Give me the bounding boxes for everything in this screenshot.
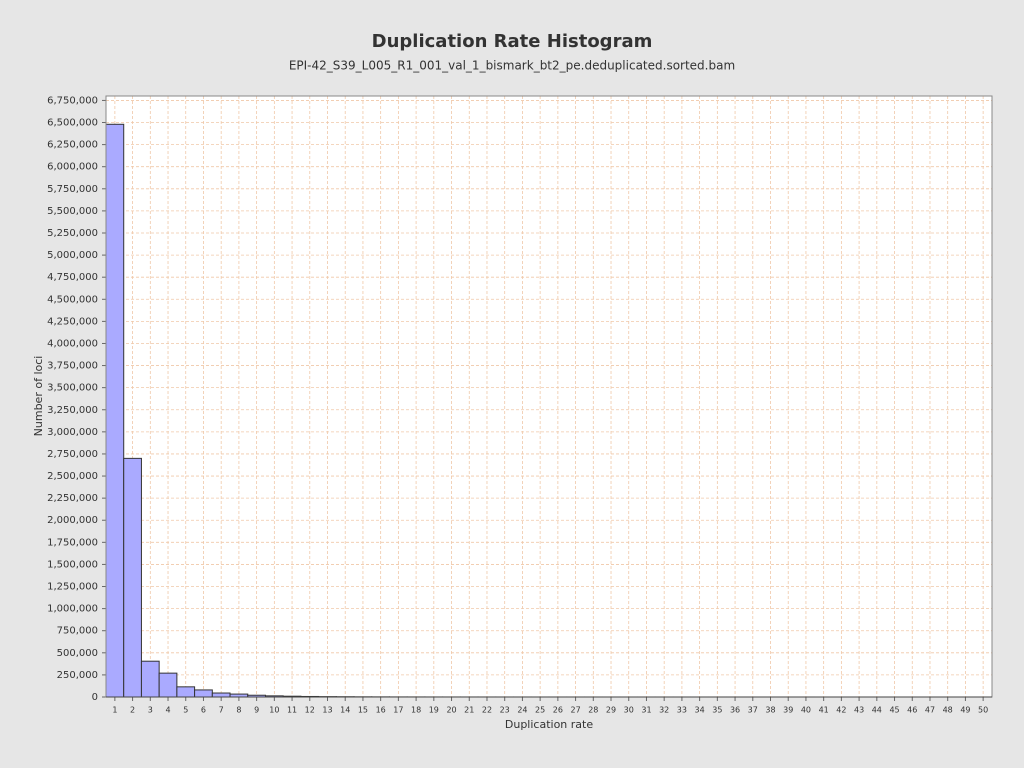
x-tick-label: 33 (677, 706, 687, 715)
y-tick-label: 1,750,000 (47, 537, 98, 548)
y-tick-label: 500,000 (57, 648, 98, 659)
x-tick-label: 1 (112, 706, 117, 715)
x-tick-label: 18 (411, 706, 421, 715)
chart-title: Duplication Rate Histogram (372, 31, 653, 52)
y-tick-label: 3,750,000 (47, 361, 98, 372)
y-tick-label: 1,000,000 (47, 604, 98, 615)
y-tick-label: 0 (92, 692, 98, 703)
x-tick-label: 31 (641, 706, 651, 715)
x-tick-label: 11 (287, 706, 297, 715)
y-tick-label: 2,500,000 (47, 471, 98, 482)
y-tick-label: 750,000 (57, 626, 98, 637)
x-tick-label: 12 (305, 706, 315, 715)
x-tick-label: 45 (889, 706, 899, 715)
bar (158, 672, 178, 698)
y-tick-label: 6,750,000 (47, 95, 98, 106)
x-tick-label: 24 (517, 706, 527, 715)
x-tick-label: 10 (269, 706, 279, 715)
x-tick-label: 46 (907, 706, 917, 715)
y-tick-label: 2,750,000 (47, 449, 98, 460)
x-tick-label: 6 (201, 706, 206, 715)
x-tick-label: 20 (446, 706, 456, 715)
bar (194, 689, 213, 698)
x-tick-label: 48 (943, 706, 953, 715)
x-tick-label: 5 (183, 706, 188, 715)
plot-area (106, 96, 992, 697)
x-tick-label: 23 (500, 706, 510, 715)
y-tick-label: 2,000,000 (47, 515, 98, 526)
x-tick-label: 15 (358, 706, 368, 715)
y-tick-label: 6,500,000 (47, 118, 98, 129)
bar (176, 686, 196, 698)
x-tick-label: 4 (165, 706, 170, 715)
x-tick-label: 26 (553, 706, 563, 715)
y-tick-label: 250,000 (57, 670, 98, 681)
x-tick-label: 47 (925, 706, 935, 715)
x-axis-label: Duplication rate (505, 718, 593, 731)
x-tick-label: 3 (148, 706, 153, 715)
bar (123, 457, 142, 698)
x-tick-label: 42 (836, 706, 846, 715)
x-tick-label: 37 (748, 706, 758, 715)
y-tick-label: 5,000,000 (47, 250, 98, 261)
y-tick-label: 6,250,000 (47, 140, 98, 151)
x-tick-label: 43 (854, 706, 864, 715)
x-tick-label: 25 (535, 706, 545, 715)
x-tick-label: 32 (659, 706, 669, 715)
x-tick-label: 36 (730, 706, 740, 715)
y-tick-label: 5,500,000 (47, 206, 98, 217)
x-tick-label: 35 (712, 706, 722, 715)
x-tick-label: 34 (695, 706, 705, 715)
y-tick-label: 3,500,000 (47, 383, 98, 394)
bar (211, 692, 231, 698)
bar (140, 660, 160, 698)
y-tick-label: 4,250,000 (47, 316, 98, 327)
y-tick-label: 5,250,000 (47, 228, 98, 239)
x-tick-label: 39 (783, 706, 793, 715)
x-tick-label: 50 (978, 706, 988, 715)
bar (105, 123, 125, 698)
x-tick-label: 22 (482, 706, 492, 715)
x-tick-label: 40 (801, 706, 811, 715)
x-tick-label: 29 (606, 706, 616, 715)
x-tick-label: 44 (872, 706, 882, 715)
x-tick-label: 14 (340, 706, 350, 715)
y-tick-label: 1,500,000 (47, 559, 98, 570)
y-tick-label: 5,750,000 (47, 184, 98, 195)
chart-subtitle: EPI-42_S39_L005_R1_001_val_1_bismark_bt2… (289, 59, 735, 73)
x-tick-label: 16 (376, 706, 386, 715)
y-tick-label: 3,250,000 (47, 405, 98, 416)
x-tick-label: 19 (429, 706, 439, 715)
x-tick-label: 13 (322, 706, 332, 715)
x-tick-label: 7 (219, 706, 224, 715)
x-tick-label: 8 (236, 706, 241, 715)
y-tick-label: 4,750,000 (47, 272, 98, 283)
y-tick-label: 2,250,000 (47, 493, 98, 504)
x-tick-label: 9 (254, 706, 259, 715)
y-tick-label: 3,000,000 (47, 427, 98, 438)
x-tick-label: 21 (464, 706, 474, 715)
x-tick-label: 28 (588, 706, 598, 715)
x-tick-label: 30 (624, 706, 634, 715)
x-tick-label: 2 (130, 706, 135, 715)
y-tick-label: 6,000,000 (47, 162, 98, 173)
y-axis-label: Number of loci (32, 356, 45, 437)
x-tick-label: 27 (570, 706, 580, 715)
x-tick-label: 49 (960, 706, 970, 715)
x-tick-label: 17 (393, 706, 403, 715)
x-tick-label: 38 (765, 706, 775, 715)
y-tick-label: 4,500,000 (47, 294, 98, 305)
y-tick-label: 4,000,000 (47, 338, 98, 349)
y-tick-label: 1,250,000 (47, 582, 98, 593)
x-tick-label: 41 (819, 706, 829, 715)
